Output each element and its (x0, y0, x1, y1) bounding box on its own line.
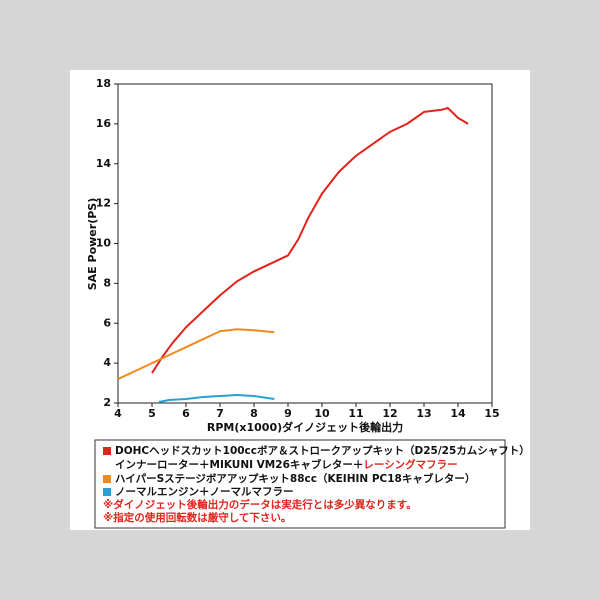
panel (70, 70, 530, 530)
legend-label: ハイパーSステージボアアップキット88cc（KEIHIN PC18キャブレター） (115, 472, 475, 485)
x-tick-label: 4 (114, 407, 122, 420)
y-tick-label: 6 (103, 316, 111, 329)
series-line (117, 328, 275, 380)
x-tick-label: 11 (348, 407, 363, 420)
legend-swatch (103, 488, 111, 496)
x-tick-label: 6 (182, 407, 190, 420)
x-tick-label: 5 (148, 407, 156, 420)
y-tick-label: 2 (103, 396, 111, 409)
x-tick-label: 14 (450, 407, 466, 420)
legend-label: DOHCヘッドスカット100ccボア＆ストロークアップキット（D25/25カムシ… (115, 444, 530, 457)
y-axis-label: SAE Power(PS) (86, 198, 99, 291)
x-tick-label: 12 (382, 407, 397, 420)
legend-swatch (103, 475, 111, 483)
legend-extra-red: レーシングマフラー (363, 458, 457, 471)
y-tick-label: 14 (96, 157, 112, 170)
legend-extra: インナーローター＋MIKUNI VM26キャブレター＋レーシングマフラー (115, 458, 458, 471)
legend-label: ノーマルエンジン＋ノーマルマフラー (115, 486, 294, 498)
series-line (151, 106, 469, 374)
note: ※指定の使用回転数は厳守して下さい。 (103, 511, 291, 524)
series-line (158, 394, 275, 403)
x-tick-label: 10 (314, 407, 330, 420)
legend-frame (94, 439, 506, 529)
y-tick-label: 8 (103, 276, 111, 289)
note: ※ダイノジェット後輪出力のデータは実走行とは多少異なります。 (103, 498, 417, 511)
x-tick-label: 13 (416, 407, 431, 420)
legend: DOHCヘッドスカット100ccボア＆ストロークアップキット（D25/25カムシ… (103, 444, 530, 524)
y-tick-label: 18 (96, 77, 111, 90)
y-tick-label: 16 (96, 117, 112, 130)
y-tick-label: 12 (96, 197, 111, 210)
x-tick-label: 8 (250, 407, 258, 420)
x-tick-label: 9 (284, 407, 292, 420)
y-tick-label: 4 (103, 356, 111, 369)
y-tick-label: 10 (96, 237, 112, 250)
legend-swatch (103, 447, 111, 455)
x-tick-label: 7 (216, 407, 224, 420)
x-axis-label: RPM(x1000)ダイノジェット後輪出力 (207, 420, 403, 434)
legend-extra-text: インナーローター＋MIKUNI VM26キャブレター＋ (115, 458, 363, 471)
x-tick-label: 15 (484, 407, 499, 420)
